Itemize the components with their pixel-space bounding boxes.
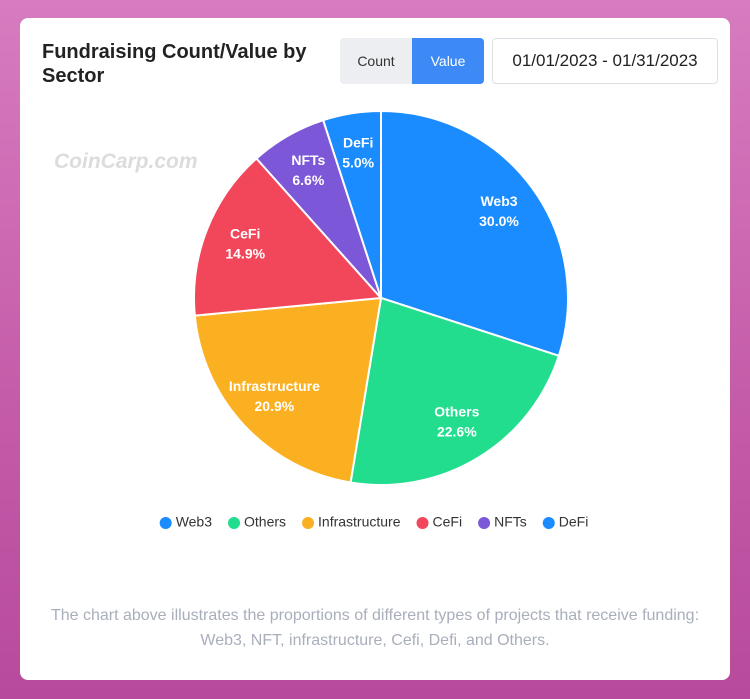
slice-label: CeFi bbox=[230, 225, 260, 241]
caption: The chart above illustrates the proporti… bbox=[50, 607, 700, 649]
slice-label: Others bbox=[434, 403, 479, 419]
legend-label: Infrastructure bbox=[318, 514, 401, 530]
slice-value-label: 5.0% bbox=[342, 155, 374, 171]
legend-label: DeFi bbox=[559, 514, 589, 530]
pie-slice bbox=[193, 296, 383, 484]
legend-label: CeFi bbox=[433, 514, 463, 530]
slice-value-label: 6.6% bbox=[292, 172, 324, 188]
slice-label: Infrastructure bbox=[229, 378, 320, 394]
count-button[interactable]: Count bbox=[340, 38, 412, 84]
slice-value-label: 14.9% bbox=[225, 245, 265, 261]
slice-label: NFTs bbox=[291, 152, 325, 168]
legend-label: Others bbox=[244, 514, 286, 530]
date-range[interactable]: 01/01/2023 - 01/31/2023 bbox=[492, 38, 718, 84]
legend-marker bbox=[302, 517, 315, 529]
legend-marker bbox=[478, 517, 491, 529]
legend-marker bbox=[159, 517, 172, 529]
value-button[interactable]: Value bbox=[412, 38, 484, 84]
legend-label: NFTs bbox=[494, 514, 527, 530]
chart-title: Fundraising Count/Value by Sector bbox=[42, 41, 307, 87]
legend-marker bbox=[416, 517, 429, 529]
slice-value-label: 22.6% bbox=[437, 423, 477, 439]
pie-slice bbox=[349, 296, 561, 486]
pie-slice bbox=[321, 109, 382, 299]
slice-label: DeFi bbox=[343, 135, 373, 151]
chart: Web3 30.0% Others 22.6% Infrastructure 20.9% C… bbox=[159, 109, 589, 530]
slice-value-label: 20.9% bbox=[255, 398, 295, 414]
card: Fundraising Count/Value by Sector Count … bbox=[20, 18, 730, 680]
legend-marker bbox=[542, 517, 555, 529]
pie-slice bbox=[380, 109, 569, 358]
legend-label: Web3 bbox=[176, 514, 213, 530]
legend-marker bbox=[228, 517, 241, 529]
slice-label: Web3 bbox=[480, 193, 517, 209]
pie-slice bbox=[193, 157, 384, 317]
watermark: CoinCarp.com bbox=[54, 150, 198, 173]
slice-value-label: 30.0% bbox=[479, 213, 519, 229]
